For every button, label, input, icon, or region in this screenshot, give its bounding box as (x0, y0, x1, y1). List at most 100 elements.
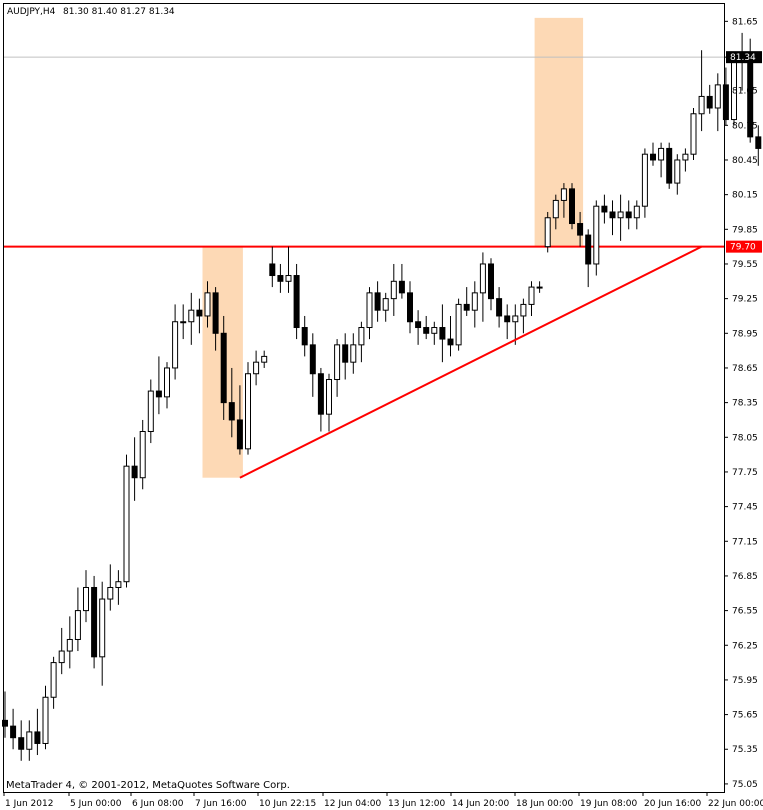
candle-20 (164, 362, 170, 409)
candle-body-bullish (431, 327, 438, 334)
candle-body-bullish (682, 153, 689, 161)
candle-body-bearish (155, 390, 162, 398)
candle-body-bullish (204, 292, 211, 317)
candle-55 (447, 315, 454, 357)
price-tick-label-7: 79.55 (732, 260, 758, 270)
candle-15 (123, 454, 130, 588)
time-tick-label-3: 7 Jun 16:00 (195, 799, 247, 809)
candle-60 (488, 258, 494, 311)
candle-body-bearish (342, 344, 349, 363)
highlight-zones (202, 17, 584, 478)
candle-body-bearish (609, 211, 616, 219)
candle-body-bullish (552, 199, 559, 219)
candle-49 (398, 263, 405, 299)
candle-74 (601, 194, 608, 224)
candle-47 (382, 292, 389, 322)
candle-31 (253, 350, 260, 386)
candle-7 (58, 627, 65, 675)
candle-22 (180, 304, 187, 340)
candle-21 (172, 304, 179, 380)
candle-body-bullish (326, 379, 332, 415)
price-tick-label-22: 75.05 (732, 780, 758, 790)
candle-body-bullish (253, 361, 260, 375)
candle-79 (641, 148, 648, 218)
candle-body-bullish (674, 159, 681, 184)
price-tick-label-10: 78.65 (732, 364, 758, 374)
candle-2 (18, 720, 25, 761)
candle-body-bullish (350, 344, 357, 363)
price-tick-label-14: 77.45 (732, 503, 758, 513)
candle-44 (358, 321, 365, 363)
time-tick-label-5: 12 Jun 04:00 (324, 799, 381, 809)
candle-body-bullish (471, 292, 478, 311)
candle-body-bearish (439, 327, 446, 340)
candle-body-bullish (633, 205, 640, 219)
candle-26 (212, 287, 219, 351)
candle-body-bearish (228, 402, 235, 421)
candle-32 (261, 350, 268, 368)
candle-88 (714, 73, 721, 132)
candle-body-bearish (504, 315, 511, 323)
candle-body-bearish (293, 275, 300, 329)
candle-body-bearish (301, 327, 308, 346)
candle-body-bullish (698, 95, 705, 115)
candle-89 (722, 67, 729, 126)
candle-body-bullish (115, 581, 122, 588)
candle-64 (520, 298, 527, 334)
price-tick-label-5: 80.15 (732, 191, 758, 201)
candle-12 (99, 581, 106, 686)
candle-body-bearish (212, 292, 219, 334)
candle-78 (633, 200, 640, 230)
candle-37 (301, 315, 308, 357)
candle-body-bullish (390, 280, 397, 300)
candle-75 (609, 200, 616, 236)
candle-87 (706, 84, 713, 114)
candle-42 (342, 333, 349, 380)
ohlc-label: 81.30 81.40 81.27 81.34 (63, 7, 175, 17)
price-tick-label-12: 78.05 (732, 433, 758, 443)
price-axis: 81.65 81.34 81.05 80.75 80.45 80.15 79.85 79.55… (724, 17, 758, 790)
candle-41 (334, 339, 341, 397)
candle-76 (617, 194, 624, 241)
candle-body-bullish (536, 286, 543, 289)
trend-line-group (239, 245, 703, 479)
candle-body-bullish (180, 321, 187, 324)
candle-16 (131, 437, 138, 501)
candle-77 (625, 200, 632, 230)
candle-30 (245, 362, 251, 455)
candle-body-bullish (83, 586, 89, 612)
time-tick-label-9: 19 Jun 08:00 (580, 799, 637, 809)
candle-body-bearish (650, 153, 656, 161)
candle-body-bearish (585, 234, 592, 265)
time-axis: 1 Jun 2012 5 Jun 00:00 6 Jun 08:00 7 Jun 16… (3, 792, 763, 809)
candle-86 (698, 50, 705, 132)
candle-body-bullish (245, 373, 251, 450)
candle-59 (479, 252, 486, 322)
time-tick-label-0: 1 Jun 2012 (5, 799, 53, 809)
price-tick-label-6: 79.85 (732, 225, 758, 235)
candle-93 (755, 125, 762, 166)
candle-body-bullish (74, 610, 81, 640)
candle-body-bearish (496, 298, 503, 317)
current-price-tag: 81.34 (730, 53, 756, 63)
candle-body-bullish (690, 113, 697, 155)
candle-54 (439, 304, 446, 363)
price-tick-label-3: 80.75 (732, 121, 758, 131)
candle-24 (196, 298, 203, 334)
candle-body-bearish (488, 263, 494, 300)
candle-82 (666, 142, 673, 189)
candle-body-bearish (463, 303, 470, 311)
candle-70 (569, 183, 575, 230)
candle-body-bullish (479, 263, 486, 294)
candle-53 (431, 321, 438, 345)
candle-36 (293, 263, 300, 340)
price-tick-label-15: 77.15 (732, 537, 758, 547)
candle-10 (83, 570, 89, 623)
candle-48 (390, 263, 397, 316)
candle-body-bullish (26, 731, 33, 750)
price-tick-label-17: 76.55 (732, 607, 758, 617)
candle-body-bearish (577, 223, 584, 236)
candle-body-bearish (269, 263, 276, 277)
